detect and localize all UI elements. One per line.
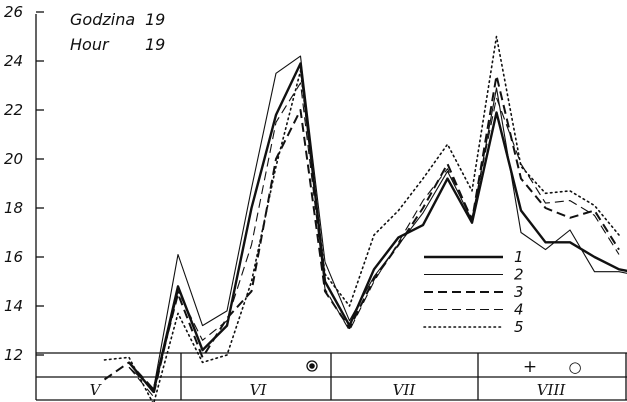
y-tick-label: 26 xyxy=(4,3,23,21)
strip-symbol-dot-ring xyxy=(306,360,318,372)
legend-label-1: 1 xyxy=(514,248,524,266)
series-line-4 xyxy=(128,82,620,398)
y-tick-label: 12 xyxy=(4,346,23,364)
strip-month-VII: VII xyxy=(393,381,417,399)
y-tick-label: 16 xyxy=(4,248,23,266)
y-tick-label: 22 xyxy=(4,101,23,119)
y-tick-label: 14 xyxy=(4,297,23,315)
strip-symbol-plus: + xyxy=(523,357,537,377)
y-tick-label: 20 xyxy=(4,150,23,168)
annotation-value-1: 19 xyxy=(145,10,165,29)
bottom-strip: + ○ V VI VII VIII xyxy=(90,357,582,399)
strip-month-V: V xyxy=(90,381,103,399)
series-lines xyxy=(103,35,627,402)
legend-label-5: 5 xyxy=(514,318,524,336)
series-line-3 xyxy=(103,74,620,391)
strip-month-VIII: VIII xyxy=(537,381,567,399)
annotation-value-2: 19 xyxy=(145,35,165,54)
strip-symbol-circle: ○ xyxy=(568,358,581,376)
strip-month-VI: VI xyxy=(250,381,268,399)
series-line-1 xyxy=(128,62,627,393)
legend-label-4: 4 xyxy=(514,301,524,319)
series-line-5 xyxy=(103,35,620,402)
y-ticks: 12 14 16 18 20 22 24 26 xyxy=(4,3,44,364)
annotation-label-2: Hour xyxy=(70,35,110,54)
y-tick-label: 18 xyxy=(4,199,23,217)
series-line-2 xyxy=(128,55,627,390)
legend-label-2: 2 xyxy=(514,266,524,284)
annotation-label-1: Godzina xyxy=(70,10,135,29)
legend-label-3: 3 xyxy=(514,283,524,301)
y-tick-label: 24 xyxy=(4,52,23,70)
